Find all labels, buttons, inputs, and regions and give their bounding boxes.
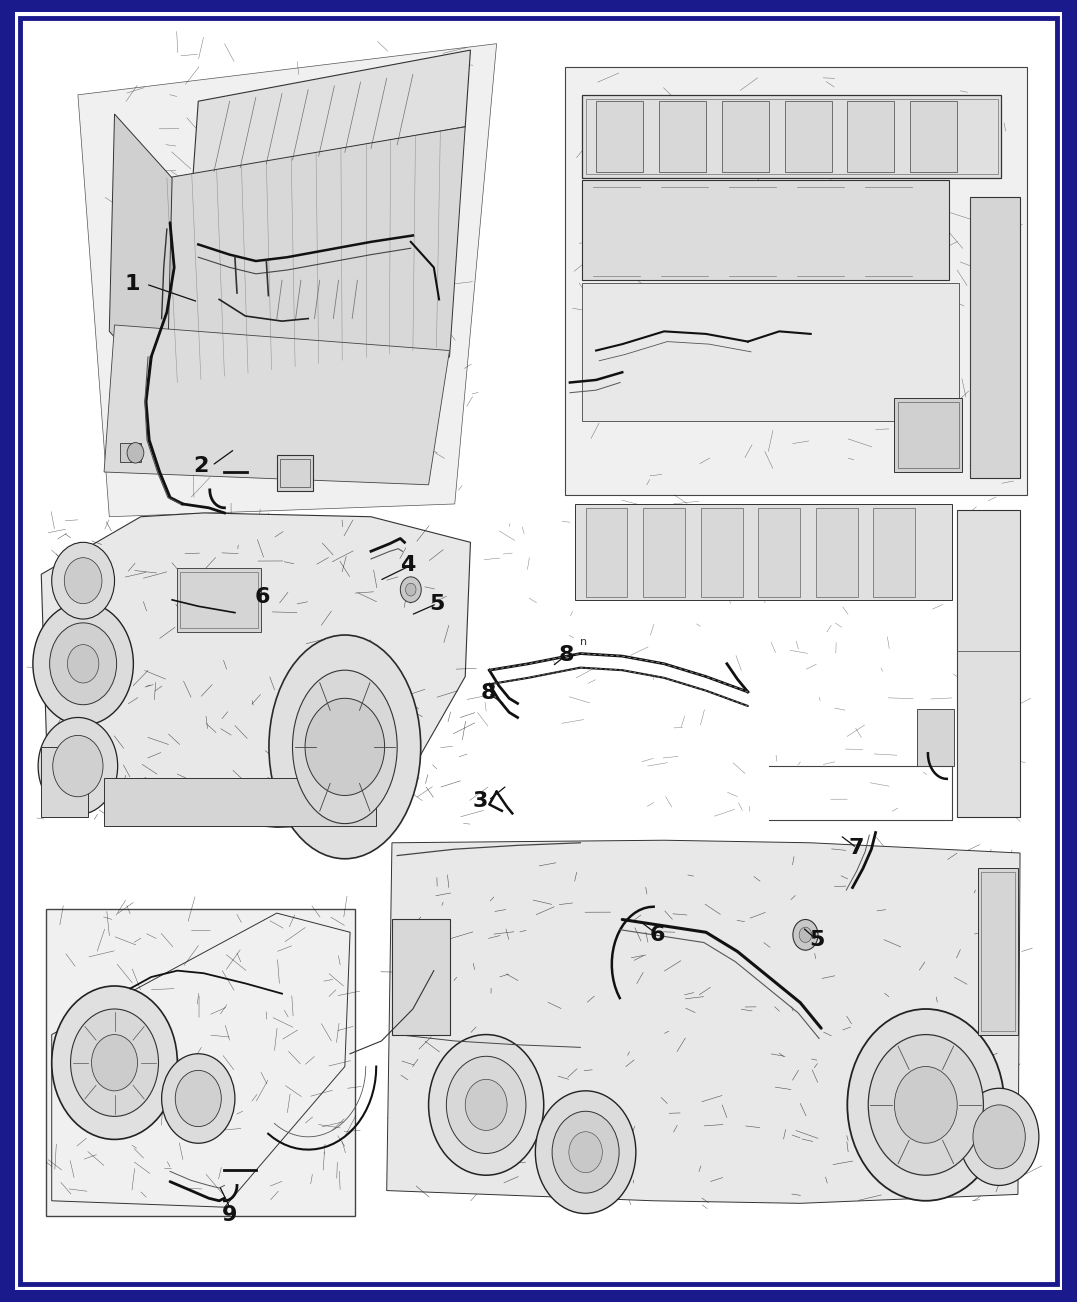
Polygon shape [151, 126, 465, 396]
Bar [969, 197, 1020, 478]
Circle shape [401, 577, 421, 603]
Circle shape [162, 1053, 235, 1143]
Text: n: n [581, 637, 587, 647]
Bar [894, 398, 963, 473]
Ellipse shape [269, 635, 421, 859]
Bar [104, 777, 376, 827]
Circle shape [71, 1009, 158, 1116]
Circle shape [535, 1091, 635, 1213]
Circle shape [305, 698, 384, 796]
Text: 8: 8 [559, 644, 574, 665]
Bar [978, 868, 1018, 1035]
Circle shape [52, 543, 114, 618]
Circle shape [793, 919, 819, 950]
Circle shape [446, 1056, 526, 1154]
Circle shape [868, 1035, 983, 1176]
Bar [280, 460, 310, 487]
Bar [181, 572, 258, 628]
Polygon shape [109, 115, 172, 396]
Bar [575, 504, 952, 600]
Bar [277, 456, 313, 491]
Circle shape [53, 736, 103, 797]
Text: 5: 5 [809, 930, 825, 950]
Text: 6: 6 [651, 924, 666, 945]
Circle shape [92, 1035, 138, 1091]
Polygon shape [41, 513, 471, 828]
Bar [981, 872, 1015, 1031]
Polygon shape [193, 49, 471, 176]
Circle shape [569, 1131, 602, 1173]
Circle shape [33, 603, 134, 725]
Circle shape [50, 622, 116, 704]
Bar [957, 510, 1020, 818]
Bar [784, 102, 831, 172]
Bar [873, 508, 915, 598]
Bar [583, 283, 960, 421]
Bar [586, 508, 628, 598]
Bar [848, 102, 894, 172]
Bar [659, 102, 707, 172]
Bar [41, 747, 88, 818]
Text: 7: 7 [849, 838, 865, 858]
Circle shape [52, 986, 178, 1139]
Circle shape [68, 644, 99, 684]
Circle shape [65, 557, 102, 604]
Text: 4: 4 [400, 556, 416, 575]
Polygon shape [387, 840, 1020, 1203]
Bar [816, 508, 857, 598]
Text: 9: 9 [222, 1204, 237, 1225]
Text: 6: 6 [254, 587, 270, 607]
Bar [178, 568, 261, 631]
Bar [392, 919, 449, 1035]
Bar [120, 443, 141, 462]
Circle shape [960, 1088, 1039, 1185]
Ellipse shape [293, 671, 397, 824]
Text: 8: 8 [480, 684, 496, 703]
Bar [583, 95, 1002, 178]
Circle shape [465, 1079, 507, 1130]
Circle shape [429, 1035, 544, 1176]
Circle shape [799, 927, 812, 943]
Text: 5: 5 [430, 594, 445, 613]
Polygon shape [78, 44, 496, 517]
Circle shape [848, 1009, 1005, 1200]
Circle shape [127, 443, 144, 464]
Circle shape [973, 1105, 1025, 1169]
Bar [583, 181, 949, 280]
Bar [596, 102, 643, 172]
Circle shape [894, 1066, 957, 1143]
Bar [701, 508, 743, 598]
Text: 3: 3 [472, 790, 488, 811]
Circle shape [553, 1112, 619, 1193]
Bar [586, 99, 998, 174]
Polygon shape [104, 326, 449, 484]
Bar [643, 508, 685, 598]
Bar [722, 102, 769, 172]
Circle shape [406, 583, 416, 596]
Bar [758, 508, 800, 598]
Bar [46, 909, 355, 1216]
Circle shape [38, 717, 117, 815]
Text: 1: 1 [125, 273, 140, 294]
Circle shape [176, 1070, 221, 1126]
Bar [897, 402, 960, 469]
Text: 2: 2 [194, 456, 209, 475]
Bar [918, 708, 954, 766]
Bar [910, 102, 957, 172]
Bar [564, 66, 1027, 495]
